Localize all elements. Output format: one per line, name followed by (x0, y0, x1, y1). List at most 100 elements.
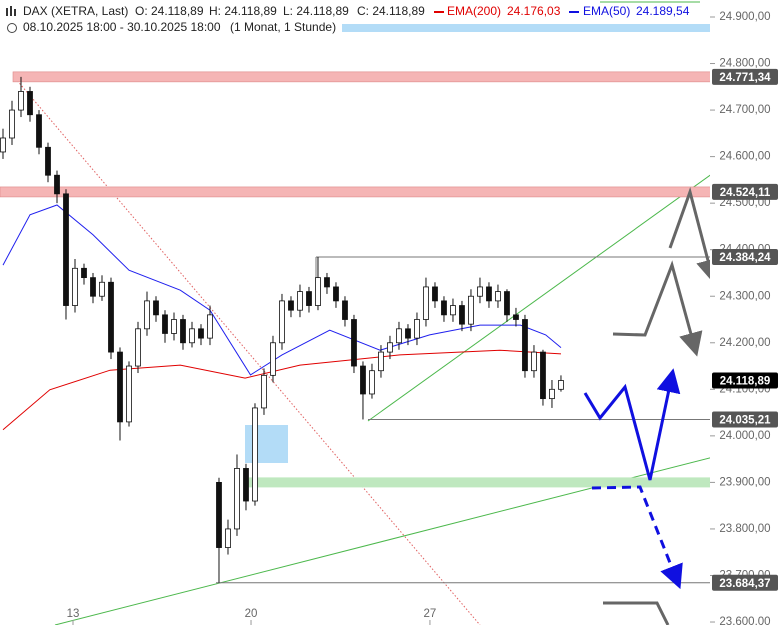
candle-body (288, 300, 294, 311)
trend-line (54, 439, 780, 625)
candle-body (351, 319, 357, 367)
price-box (712, 68, 778, 85)
candle-body (171, 319, 177, 334)
candle-body (549, 388, 555, 400)
y-tick-label: 24.600,00 (719, 151, 770, 163)
price-box (712, 249, 778, 266)
quote: L: 24.118,89 (283, 4, 349, 18)
header-bar (342, 24, 710, 32)
candle-body (369, 370, 375, 395)
y-tick-label: 24.200,00 (719, 337, 770, 349)
candle-body (108, 281, 114, 353)
scenario-arrow (591, 485, 683, 590)
y-tick-label: 24.700,00 (719, 104, 770, 116)
candle-body (45, 146, 51, 176)
y-tick-label: 24.500,00 (719, 197, 770, 209)
price-box (712, 183, 778, 200)
icon (10, 6, 12, 16)
candle-body (261, 374, 267, 409)
drawings-layer (583, 186, 720, 625)
highlight-box (245, 425, 288, 463)
candle-body (153, 300, 159, 316)
candle-body (252, 407, 258, 502)
axis-layer: 23.600,0023.700,0023.800,0023.900,0024.0… (67, 0, 780, 625)
candle-body (54, 174, 60, 195)
candle-body (441, 300, 447, 316)
candle-body (63, 193, 69, 306)
candle-body (207, 314, 213, 339)
candle-body (306, 291, 312, 306)
candle-body (405, 328, 411, 339)
candle-body (27, 91, 33, 116)
candle-body (90, 277, 96, 297)
candle-body (513, 314, 519, 320)
candle-body (459, 305, 465, 325)
quote: O: 24.118,89 (135, 4, 204, 18)
candle-body (558, 380, 564, 390)
candle-body (540, 351, 546, 400)
resistance-band (12, 71, 780, 83)
candle-body (342, 300, 348, 320)
y-tick-label: 24.800,00 (719, 58, 770, 70)
candle-body (135, 328, 141, 367)
quote: C: 24.118,89 (357, 4, 425, 18)
candle-body (387, 342, 393, 353)
legend-label: EMA(50) (583, 4, 630, 18)
candle-body (396, 328, 402, 344)
candle-body (117, 351, 123, 423)
candle-body (243, 468, 249, 502)
scenario-arrow (668, 186, 720, 284)
candle-body (180, 319, 186, 344)
trend-line (14, 77, 481, 625)
y-tick-label: 24.000,00 (719, 430, 770, 442)
header: DAX (XETRA, Last) O: 24.118,89 H: 24.118… (6, 1, 710, 34)
title: DAX (XETRA, Last) (23, 4, 128, 18)
support-zone (245, 477, 780, 488)
candle-body (216, 481, 222, 548)
axis-bg (710, 0, 780, 625)
y-tick-label: 23.600,00 (719, 616, 770, 625)
candle-body (531, 351, 537, 372)
price-label: 24.771,34 (719, 72, 771, 84)
price-box (712, 372, 778, 389)
icon (6, 8, 8, 16)
ema-line (2, 204, 562, 376)
price-label: 24.524,11 (720, 187, 771, 199)
price-box (712, 574, 778, 591)
period: 08.10.2025 18:00 - 30.10.2025 18:00 (23, 20, 221, 34)
resistance-band (0, 186, 780, 198)
candle-body (36, 114, 42, 148)
scenario-arrow (583, 368, 681, 481)
x-tick-label: 27 (424, 608, 437, 620)
price-label: 23.684,37 (719, 578, 770, 590)
candle-body (162, 314, 168, 334)
y-tick-label: 24.900,00 (719, 11, 770, 23)
candle-body (315, 277, 321, 306)
candle-body (126, 365, 132, 423)
x-tick-label: 20 (245, 608, 258, 620)
candle-body (234, 468, 240, 530)
candle-body (297, 291, 303, 311)
ema-line (2, 349, 562, 431)
candle-body (279, 300, 285, 344)
candle-body (72, 267, 78, 306)
candle-body (324, 277, 330, 288)
candle-body (360, 365, 366, 395)
candle-body (468, 295, 474, 325)
interval: (1 Monat, 1 Stunde) (230, 20, 336, 34)
icon (7, 23, 17, 33)
candle-body (432, 286, 438, 302)
candle-body (333, 286, 339, 302)
candle-body (144, 300, 150, 330)
candle-body (270, 342, 276, 376)
candle-body (81, 267, 87, 279)
candle-body (225, 528, 231, 548)
y-tick-label: 24.300,00 (719, 290, 770, 302)
y-tick-label: 23.900,00 (719, 476, 770, 488)
icon (14, 9, 16, 16)
candle-body (189, 328, 195, 344)
candle-body (378, 351, 384, 372)
candle-body (18, 91, 24, 111)
price-box (712, 411, 778, 428)
candle-body (0, 137, 6, 153)
